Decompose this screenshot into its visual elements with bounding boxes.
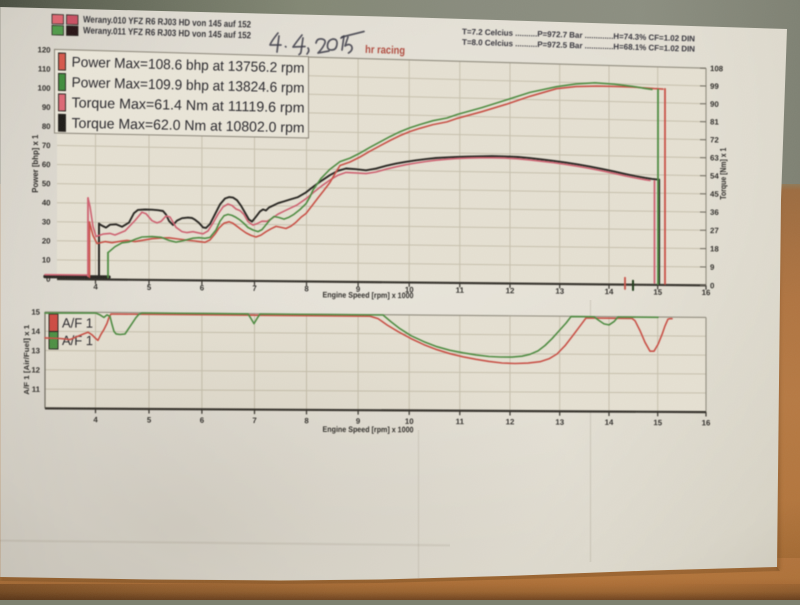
svg-text:12: 12 xyxy=(506,286,515,295)
svg-text:14: 14 xyxy=(605,287,614,296)
svg-text:16: 16 xyxy=(702,418,711,427)
svg-text:70: 70 xyxy=(42,141,52,150)
svg-text:50: 50 xyxy=(42,179,51,188)
svg-text:36: 36 xyxy=(710,208,719,217)
svg-text:11: 11 xyxy=(456,286,465,295)
svg-text:99: 99 xyxy=(710,82,720,91)
svg-text:90: 90 xyxy=(710,100,720,109)
svg-text:13: 13 xyxy=(555,418,564,427)
svg-text:108: 108 xyxy=(710,64,724,73)
svg-text:15: 15 xyxy=(653,418,662,427)
svg-text:16: 16 xyxy=(702,288,711,297)
svg-text:6: 6 xyxy=(200,283,205,292)
svg-text:hr racing: hr racing xyxy=(365,44,405,57)
svg-text:13: 13 xyxy=(555,287,564,296)
svg-text:100: 100 xyxy=(37,83,51,92)
svg-text:18: 18 xyxy=(710,244,719,253)
svg-text:9: 9 xyxy=(710,263,715,272)
svg-text:Engine Speed [rpm] x 1000: Engine Speed [rpm] x 1000 xyxy=(322,290,414,300)
svg-text:120: 120 xyxy=(37,45,51,54)
svg-text:13: 13 xyxy=(31,346,40,355)
svg-text:15: 15 xyxy=(653,288,662,297)
svg-text:Power [bhp] x 1: Power [bhp] x 1 xyxy=(31,134,40,193)
svg-text:6: 6 xyxy=(200,416,205,425)
svg-text:7: 7 xyxy=(252,416,256,425)
svg-text:11: 11 xyxy=(456,417,465,426)
svg-text:81: 81 xyxy=(710,117,720,126)
svg-text:8: 8 xyxy=(304,416,309,425)
svg-text:30: 30 xyxy=(42,217,51,226)
svg-text:A/F 1: A/F 1 xyxy=(62,333,93,348)
svg-text:5: 5 xyxy=(147,283,152,292)
svg-text:20: 20 xyxy=(42,236,51,245)
svg-text:40: 40 xyxy=(42,198,51,207)
svg-text:15: 15 xyxy=(31,308,40,317)
svg-text:5: 5 xyxy=(147,415,152,424)
svg-text:0: 0 xyxy=(710,281,715,290)
svg-text:14: 14 xyxy=(31,327,40,336)
svg-text:4: 4 xyxy=(93,282,98,291)
svg-text:12: 12 xyxy=(506,417,515,426)
svg-text:12: 12 xyxy=(31,366,40,375)
svg-text:80: 80 xyxy=(42,122,52,131)
svg-text:110: 110 xyxy=(38,64,51,73)
svg-text:10: 10 xyxy=(42,256,51,265)
svg-text:14: 14 xyxy=(605,418,614,427)
svg-text:A/F 1 [Air/Fuel] x 1: A/F 1 [Air/Fuel] x 1 xyxy=(22,325,31,395)
svg-text:27: 27 xyxy=(710,226,719,235)
svg-text:72: 72 xyxy=(710,135,720,144)
svg-text:7: 7 xyxy=(252,284,256,293)
svg-text:90: 90 xyxy=(42,103,52,112)
svg-text:4: 4 xyxy=(93,415,98,424)
svg-text:60: 60 xyxy=(42,160,51,169)
svg-text:11: 11 xyxy=(32,385,41,394)
svg-text:8: 8 xyxy=(304,284,309,293)
svg-text:Engine Speed [rpm] x 1000: Engine Speed [rpm] x 1000 xyxy=(322,425,414,434)
svg-text:A/F 1: A/F 1 xyxy=(62,316,93,331)
svg-text:Torque [Nm] x 1: Torque [Nm] x 1 xyxy=(719,147,728,199)
